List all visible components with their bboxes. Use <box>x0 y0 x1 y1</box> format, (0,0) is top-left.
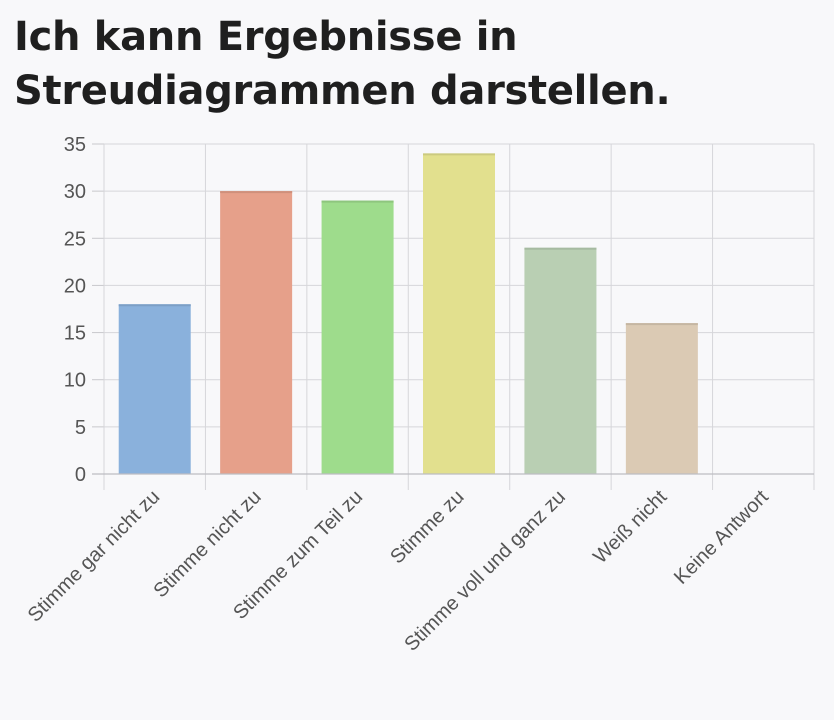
bar <box>423 153 495 474</box>
bar <box>321 200 394 475</box>
y-tick-labels: 0 5 10 15 20 25 30 35 <box>64 134 86 486</box>
x-tick-label: Keine Antwort <box>670 486 773 589</box>
y-tick-label: 0 <box>75 464 86 486</box>
chart-title: Ich kann Ergebnisse in Streudiagrammen d… <box>14 14 671 114</box>
y-tick-label: 15 <box>64 323 86 345</box>
bar <box>524 247 597 474</box>
x-tick-label: Weiß nicht <box>589 486 671 568</box>
x-tick-label: Stimme gar nicht zu <box>24 486 165 627</box>
y-tick-label: 20 <box>64 275 86 297</box>
x-tick-label: Stimme zu <box>386 486 468 568</box>
x-tick-label: Stimme nicht zu <box>150 486 266 602</box>
y-tick-label: 5 <box>75 417 86 439</box>
x-tick-label: Stimme voll und ganz zu <box>400 486 570 656</box>
bars <box>118 153 698 475</box>
y-tick-label: 30 <box>64 181 86 203</box>
y-tick-label: 25 <box>64 228 86 250</box>
bar <box>118 304 191 474</box>
y-tick-label: 10 <box>64 370 86 392</box>
y-tick-label: 35 <box>64 134 86 156</box>
bar <box>625 323 698 474</box>
bar <box>220 191 293 474</box>
